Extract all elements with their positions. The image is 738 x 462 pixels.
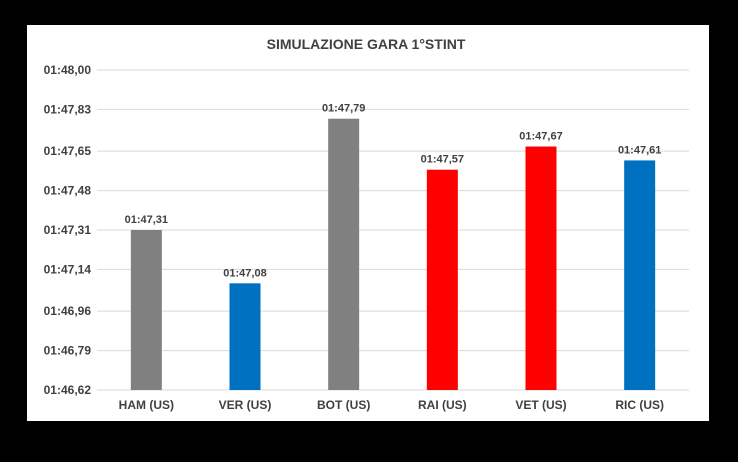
y-tick-label: 01:47,65	[44, 144, 92, 158]
bar	[426, 169, 458, 390]
x-tick-label: VER (US)	[219, 398, 272, 412]
x-tick-label: VET (US)	[515, 398, 566, 412]
data-label: 01:47,79	[322, 103, 365, 115]
y-tick-label: 01:46,79	[44, 344, 92, 358]
data-label: 01:47,57	[421, 154, 464, 166]
bar	[229, 283, 261, 390]
data-label: 01:47,08	[223, 267, 266, 279]
data-label: 01:47,61	[618, 144, 661, 156]
bars	[130, 118, 656, 391]
bar	[624, 160, 656, 390]
bar	[130, 230, 162, 390]
bar	[328, 118, 360, 391]
y-tick-label: 01:46,62	[44, 383, 92, 397]
y-tick-label: 01:47,31	[44, 223, 92, 237]
y-tick-label: 01:46,96	[44, 304, 92, 318]
x-tick-label: HAM (US)	[119, 398, 174, 412]
data-labels: 01:47,31 01:47,08 01:47,79 01:47,57 01:47,67…	[125, 103, 662, 280]
y-tick-label: 01:48,00	[44, 63, 92, 77]
x-tick-label: RIC (US)	[615, 398, 664, 412]
bar	[525, 146, 557, 390]
data-label: 01:47,67	[519, 131, 562, 143]
bar-chart: SIMULAZIONE GARA 1°STINT 01:47,31 01:47,0…	[44, 36, 689, 412]
x-tick-label: BOT (US)	[317, 398, 370, 412]
y-tick-label: 01:47,14	[44, 262, 92, 276]
gridlines	[97, 69, 689, 391]
x-tick-label: RAI (US)	[418, 398, 467, 412]
y-tick-label: 01:47,83	[44, 102, 92, 116]
chart-title: SIMULAZIONE GARA 1°STINT	[267, 36, 466, 52]
x-axis-ticks: HAM (US) VER (US) BOT (US) RAI (US) VET (US)…	[119, 398, 664, 412]
y-tick-label: 01:47,48	[44, 184, 92, 198]
data-label: 01:47,31	[125, 214, 168, 226]
chart-panel: SIMULAZIONE GARA 1°STINT 01:47,31 01:47,0…	[27, 25, 709, 421]
y-axis-ticks: 01:46,62 01:46,79 01:46,96 01:47,14 01:47,31…	[44, 63, 92, 397]
